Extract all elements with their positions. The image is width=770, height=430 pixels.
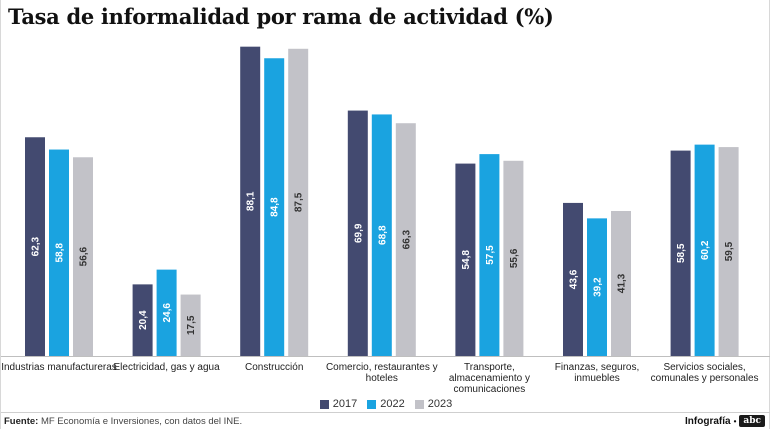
bar-value-label: 43,6 bbox=[569, 269, 580, 289]
bar-2023 bbox=[288, 48, 309, 357]
legend-label: 2022 bbox=[380, 398, 405, 410]
bar-value-label: 66,3 bbox=[401, 229, 412, 249]
legend: 2017 2022 2023 bbox=[1, 398, 770, 410]
bar-2017 bbox=[347, 110, 368, 356]
bar-value-label: 59,5 bbox=[724, 241, 735, 261]
bar-value-label: 60,2 bbox=[700, 240, 711, 260]
category-label: Transporte, almacenamiento y comunicacione… bbox=[449, 362, 530, 395]
legend-item-2022: 2022 bbox=[367, 398, 405, 410]
bar-value-label: 17,5 bbox=[186, 315, 197, 335]
bar-value-label: 55,6 bbox=[509, 248, 520, 268]
footer: Fuente: MF Economía e Inversiones, con d… bbox=[1, 412, 770, 430]
category-label: Industrias manufactureras bbox=[1, 362, 117, 373]
bar-2017 bbox=[240, 46, 261, 356]
bar-2022 bbox=[156, 269, 177, 356]
chart-title: Tasa de informalidad por rama de activid… bbox=[8, 4, 554, 29]
legend-swatch bbox=[319, 399, 329, 409]
source-text: MF Economía e Inversiones, con datos del… bbox=[40, 416, 243, 427]
bar-value-label: 20,4 bbox=[138, 310, 149, 330]
bar-2022 bbox=[371, 114, 392, 357]
bar-value-label: 39,2 bbox=[593, 277, 604, 297]
legend-item-2017: 2017 bbox=[319, 398, 358, 410]
bar-value-label: 54,8 bbox=[461, 250, 472, 270]
bar-2022 bbox=[49, 149, 69, 356]
bar-value-label: 57,5 bbox=[485, 245, 496, 265]
bar-2017 bbox=[25, 137, 45, 356]
legend-swatch bbox=[367, 399, 377, 409]
bar-value-label: 56,6 bbox=[79, 246, 90, 266]
bar-2023 bbox=[611, 210, 631, 356]
bar-value-label: 88,1 bbox=[246, 191, 257, 211]
legend-swatch bbox=[414, 399, 424, 409]
bar-2022 bbox=[587, 218, 607, 356]
bar-2017 bbox=[670, 150, 691, 356]
bar-value-label: 62,3 bbox=[31, 236, 42, 256]
bar-2023 bbox=[718, 147, 739, 356]
bar-value-label: 69,9 bbox=[353, 223, 364, 243]
bar-2023 bbox=[180, 294, 201, 356]
bar-value-label: 58,8 bbox=[55, 243, 66, 263]
legend-label: 2023 bbox=[427, 398, 453, 410]
bar-value-label: 41,3 bbox=[617, 273, 628, 293]
source-note: Fuente: MF Economía e Inversiones, con d… bbox=[4, 416, 242, 427]
category-label: Comercio, restaurantes y hoteles bbox=[326, 362, 438, 384]
legend-label: 2017 bbox=[332, 398, 358, 410]
abc-logo: abc bbox=[739, 415, 765, 427]
bar-value-label: 87,5 bbox=[294, 192, 305, 212]
source-label: Fuente: bbox=[4, 416, 39, 427]
bar-2017 bbox=[563, 202, 583, 356]
bar-2022 bbox=[264, 58, 285, 356]
bar-chart: 62,3 58,8 56,6 Industrias manufactureras 20,… bbox=[1, 46, 770, 395]
credit-dot: • bbox=[733, 416, 737, 426]
category-label: Electricidad, gas y agua bbox=[114, 362, 221, 373]
bar-value-label: 84,8 bbox=[270, 197, 281, 217]
bar-2017 bbox=[455, 163, 476, 356]
legend-item-2023: 2023 bbox=[414, 398, 453, 410]
category-label: Construcción bbox=[245, 362, 303, 373]
bar-2023 bbox=[395, 123, 416, 356]
category-label: Finanzas, seguros, inmuebles bbox=[555, 362, 640, 384]
bar-2023 bbox=[73, 157, 93, 356]
credit-text: Infografía bbox=[685, 415, 731, 427]
bar-value-label: 24,6 bbox=[162, 303, 173, 323]
bar-2017 bbox=[132, 284, 153, 356]
bar-2023 bbox=[503, 160, 524, 356]
bar-2022 bbox=[479, 154, 500, 356]
category-label: Servicios sociales, comunales y personale… bbox=[651, 362, 759, 384]
bar-value-label: 68,8 bbox=[377, 225, 388, 245]
bar-2022 bbox=[694, 144, 715, 356]
bar-value-label: 58,5 bbox=[676, 243, 687, 263]
credit: Infografía • abc bbox=[685, 415, 765, 427]
